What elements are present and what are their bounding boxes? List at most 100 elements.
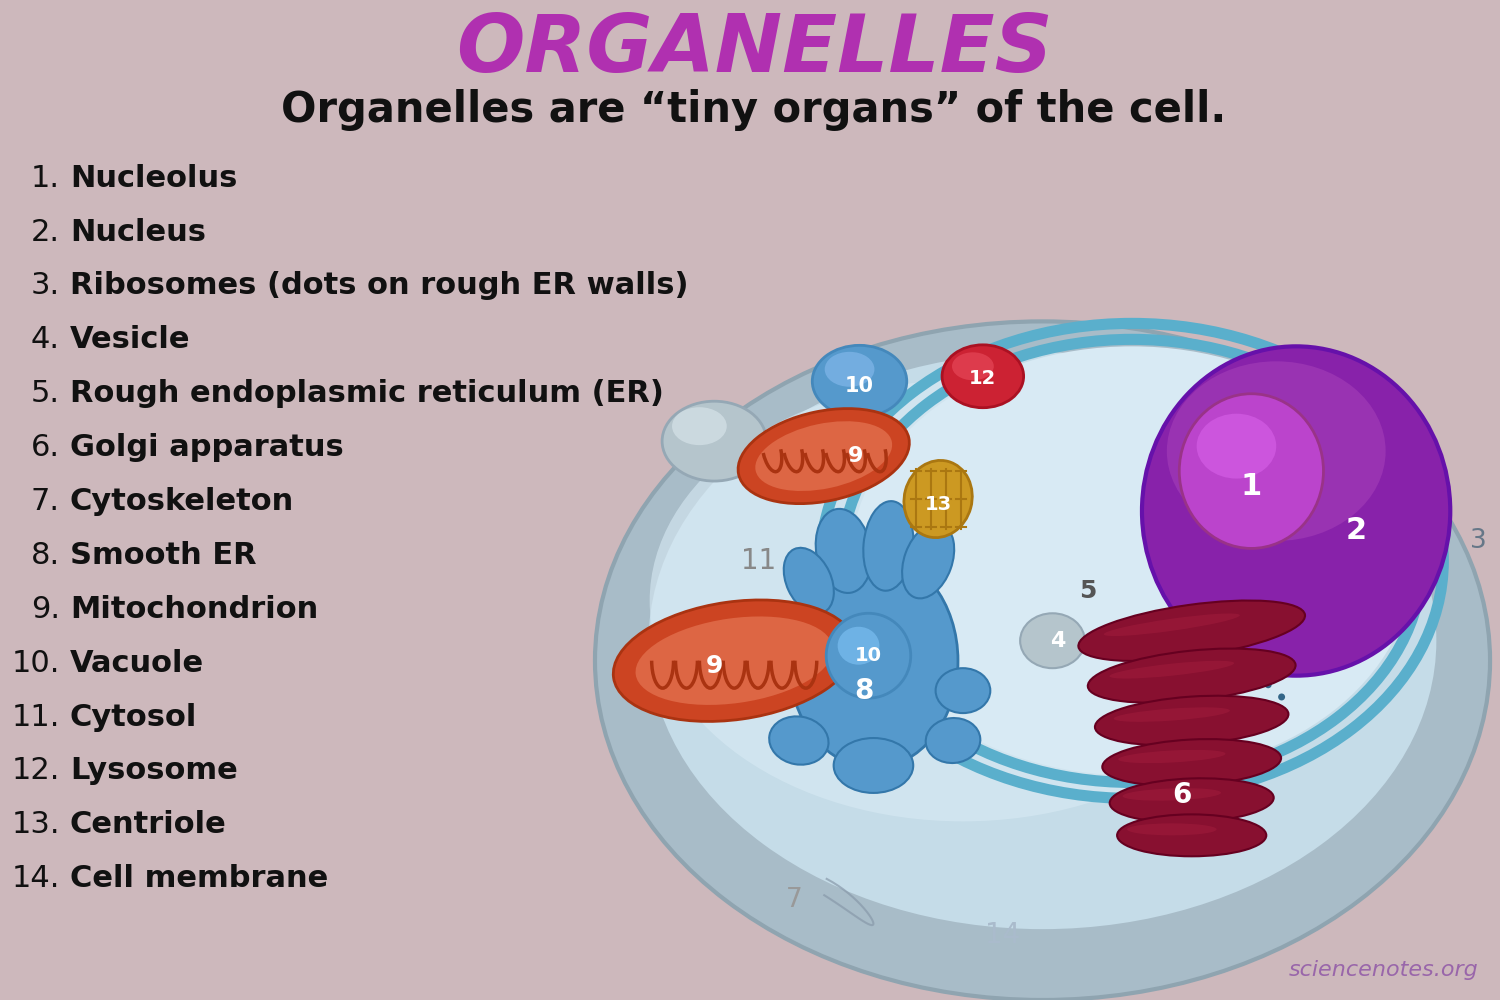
Ellipse shape	[998, 458, 1268, 664]
Ellipse shape	[825, 352, 874, 387]
Text: 9.: 9.	[32, 595, 60, 624]
Ellipse shape	[871, 362, 1392, 759]
Ellipse shape	[1275, 577, 1282, 584]
Ellipse shape	[1110, 778, 1274, 823]
Text: 4.: 4.	[32, 325, 60, 354]
Ellipse shape	[1275, 538, 1282, 545]
Text: 1: 1	[1240, 472, 1262, 501]
Text: Cytosol: Cytosol	[70, 703, 196, 732]
Text: 8.: 8.	[32, 541, 60, 570]
Ellipse shape	[662, 401, 766, 481]
Text: Cytoskeleton: Cytoskeleton	[70, 487, 294, 516]
Text: sciencenotes.org: sciencenotes.org	[1288, 960, 1478, 980]
Text: 2.: 2.	[32, 218, 60, 247]
Text: 10: 10	[844, 376, 874, 396]
Ellipse shape	[864, 501, 913, 591]
Ellipse shape	[752, 656, 816, 706]
Text: 8: 8	[853, 677, 873, 705]
Ellipse shape	[1102, 739, 1281, 786]
Ellipse shape	[756, 421, 892, 491]
Ellipse shape	[1312, 638, 1318, 645]
Ellipse shape	[1179, 664, 1186, 671]
Ellipse shape	[1179, 450, 1186, 457]
Text: 7: 7	[786, 887, 802, 913]
Ellipse shape	[837, 627, 879, 665]
Text: Smooth ER: Smooth ER	[70, 541, 256, 570]
Ellipse shape	[952, 352, 994, 380]
Ellipse shape	[1238, 657, 1245, 664]
Text: 6: 6	[1172, 781, 1191, 809]
Ellipse shape	[934, 410, 1330, 712]
Ellipse shape	[850, 346, 1413, 775]
Ellipse shape	[1264, 434, 1272, 441]
Ellipse shape	[596, 321, 1490, 1000]
Ellipse shape	[926, 718, 981, 763]
Ellipse shape	[1330, 469, 1336, 476]
Ellipse shape	[789, 553, 958, 768]
Ellipse shape	[1202, 405, 1208, 412]
Ellipse shape	[1278, 421, 1286, 428]
Ellipse shape	[1358, 527, 1365, 534]
Ellipse shape	[1251, 669, 1258, 676]
Ellipse shape	[1251, 446, 1258, 453]
Ellipse shape	[648, 352, 1437, 929]
Ellipse shape	[827, 613, 910, 698]
Ellipse shape	[672, 407, 728, 445]
Ellipse shape	[614, 600, 855, 721]
Ellipse shape	[1167, 361, 1386, 541]
Ellipse shape	[1276, 493, 1282, 500]
Text: Nucleolus: Nucleolus	[70, 164, 237, 193]
Text: 12.: 12.	[12, 756, 60, 785]
Ellipse shape	[1194, 694, 1202, 701]
Ellipse shape	[914, 394, 1352, 728]
Text: 12: 12	[969, 369, 996, 388]
Ellipse shape	[1257, 501, 1264, 508]
Ellipse shape	[1296, 580, 1304, 587]
Ellipse shape	[1317, 532, 1323, 539]
Ellipse shape	[1336, 585, 1344, 592]
Text: 5.: 5.	[32, 379, 60, 408]
Text: Nucleus: Nucleus	[70, 218, 206, 247]
Text: Golgi apparatus: Golgi apparatus	[70, 433, 344, 462]
Ellipse shape	[1122, 788, 1221, 801]
Ellipse shape	[1202, 709, 1208, 716]
Ellipse shape	[976, 442, 1288, 680]
Ellipse shape	[1142, 346, 1450, 676]
Ellipse shape	[1104, 613, 1240, 636]
Text: Organelles are “tiny organs” of the cell.: Organelles are “tiny organs” of the cell…	[282, 89, 1227, 131]
Ellipse shape	[816, 509, 872, 593]
Text: 11: 11	[741, 547, 777, 575]
Ellipse shape	[1110, 661, 1234, 679]
Ellipse shape	[1208, 390, 1215, 397]
Text: 2: 2	[1346, 516, 1366, 545]
Text: 7.: 7.	[32, 487, 60, 516]
Ellipse shape	[1264, 681, 1272, 688]
Text: 9: 9	[847, 446, 862, 466]
Text: Cell membrane: Cell membrane	[70, 864, 328, 893]
Ellipse shape	[892, 378, 1371, 744]
Ellipse shape	[936, 668, 990, 713]
Text: 5: 5	[1078, 579, 1096, 603]
Ellipse shape	[1197, 414, 1276, 479]
Text: 14: 14	[986, 921, 1020, 949]
Text: 10: 10	[855, 646, 882, 665]
Ellipse shape	[1224, 645, 1232, 652]
Text: Vesicle: Vesicle	[70, 325, 190, 354]
Text: Mitochondrion: Mitochondrion	[70, 595, 318, 624]
Text: 10.: 10.	[12, 649, 60, 678]
Text: Rough endoplasmic reticulum (ER): Rough endoplasmic reticulum (ER)	[70, 379, 663, 408]
Ellipse shape	[650, 380, 1276, 821]
Ellipse shape	[1296, 535, 1304, 542]
Ellipse shape	[1330, 646, 1336, 653]
Text: 13: 13	[924, 495, 951, 514]
Text: ORGANELLES: ORGANELLES	[456, 11, 1053, 89]
Ellipse shape	[1238, 458, 1245, 465]
Text: Ribosomes (dots on rough ER walls): Ribosomes (dots on rough ER walls)	[70, 271, 688, 300]
Ellipse shape	[834, 738, 914, 793]
Text: 13.: 13.	[12, 810, 60, 839]
Text: 14.: 14.	[12, 864, 60, 893]
Ellipse shape	[1194, 420, 1202, 427]
Ellipse shape	[902, 523, 954, 598]
Ellipse shape	[783, 548, 834, 614]
Text: 4: 4	[1050, 631, 1065, 651]
